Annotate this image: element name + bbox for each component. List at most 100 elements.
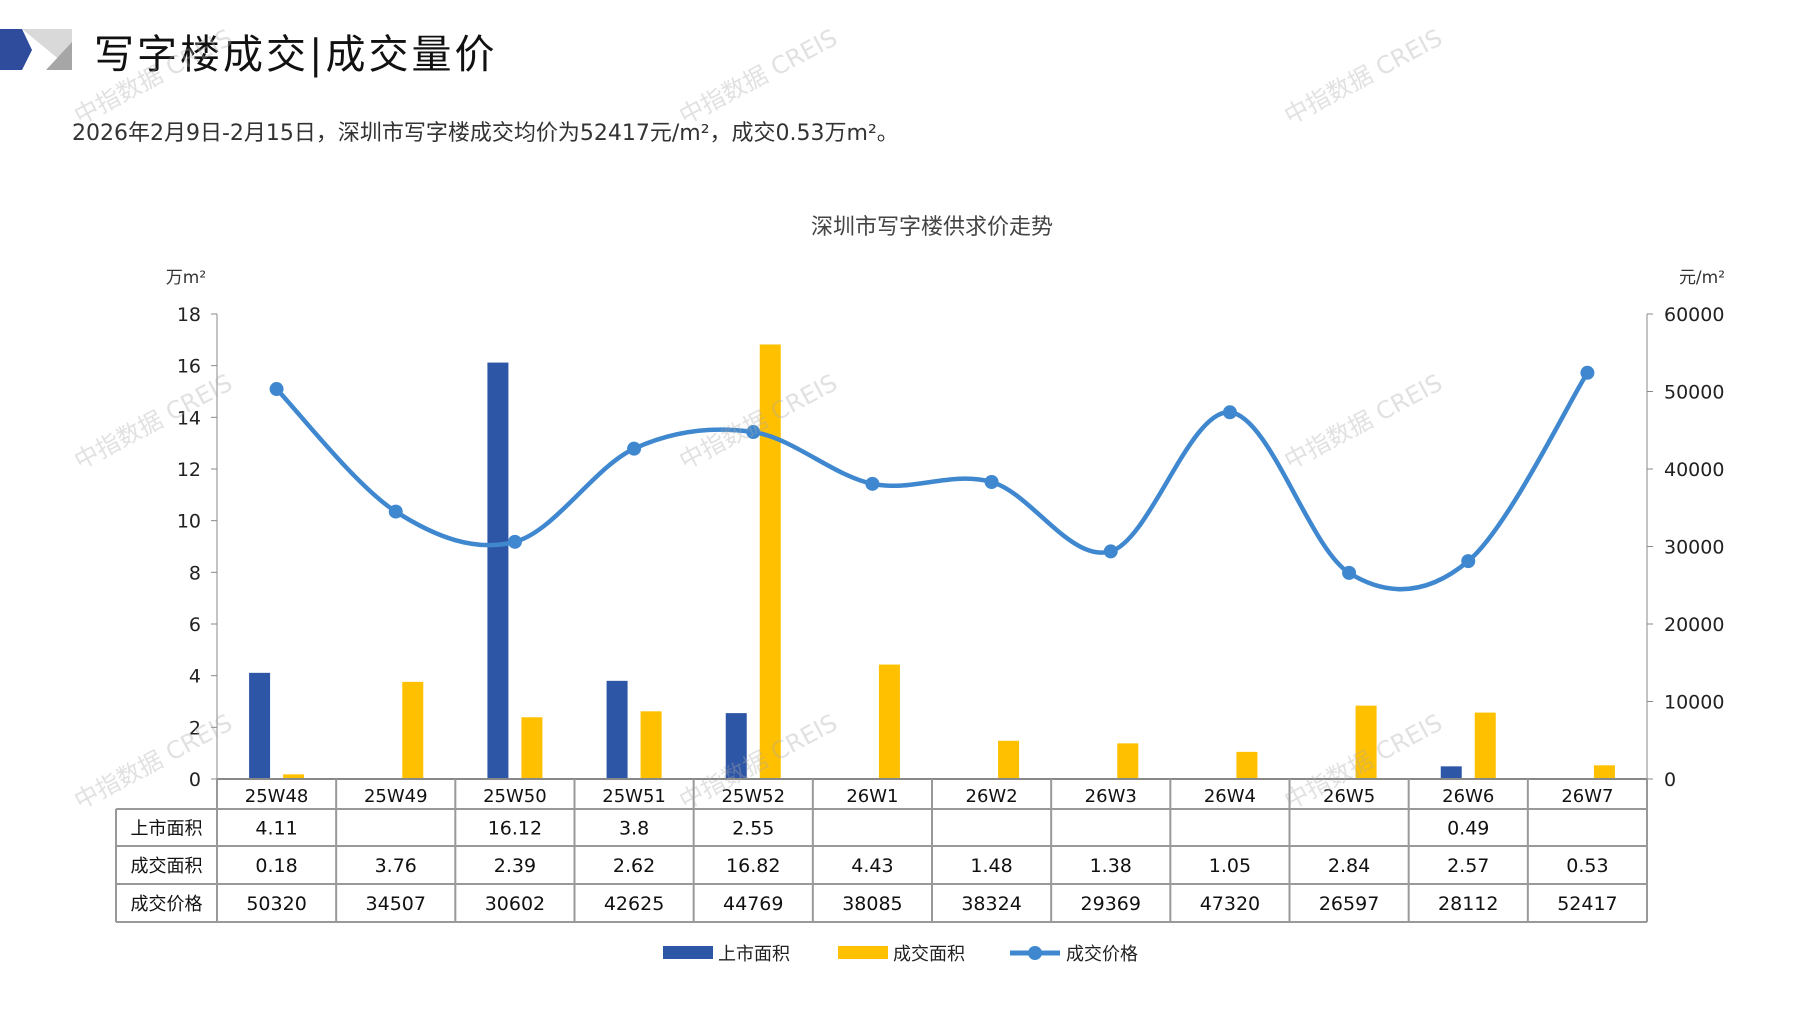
legend-swatch-deal-area [838,946,888,959]
price-point [1222,405,1237,420]
table-cell: 4.11 [255,818,297,840]
table-cell: 2.57 [1447,855,1489,877]
price-point [865,476,880,491]
y-left-tick-label: 0 [189,769,201,791]
bar-deal-area [521,717,543,779]
table-cell: 0.18 [255,855,297,877]
bar-supply-area [487,362,509,779]
price-point [507,534,522,549]
legend-label: 成交价格 [1066,944,1138,965]
legend-label: 上市面积 [718,944,790,965]
y-left-tick-label: 10 [177,511,201,533]
table-cell: 3.8 [619,818,649,840]
table-cell: 47320 [1200,893,1260,915]
bar-deal-area [283,774,305,779]
table-cell: 16.12 [488,818,542,840]
price-point [269,382,284,397]
x-category-label: 25W51 [602,786,666,807]
table-cell: 38324 [961,893,1021,915]
bar-deal-area [402,681,424,779]
header-logo [0,29,72,70]
bar-deal-area [878,664,900,779]
table-cell: 50320 [246,893,306,915]
table-cell: 3.76 [375,855,417,877]
x-category-label: 26W7 [1561,786,1613,807]
x-category-label: 26W2 [966,786,1018,807]
legend-label: 成交面积 [893,944,965,965]
y-left-tick-label: 6 [189,614,201,636]
bar-supply-area [606,680,628,779]
table-cell: 1.05 [1209,855,1251,877]
table-cell: 0.49 [1447,818,1489,840]
table-cell: 1.48 [970,855,1012,877]
price-point [746,425,761,440]
table-cell: 34507 [366,893,426,915]
summary-text: 2026年2月9日-2月15日，深圳市写字楼成交均价为52417元/m²，成交0… [72,121,899,146]
table-cell: 4.43 [851,855,893,877]
x-category-label: 26W6 [1442,786,1494,807]
y-left-tick-label: 4 [189,666,201,688]
bar-deal-area [1236,751,1258,779]
price-point [1103,544,1118,559]
bar-supply-area [1440,766,1462,779]
table-cell: 42625 [604,893,664,915]
bar-deal-area [1593,765,1615,779]
table-cell: 44769 [723,893,783,915]
watermark: 中指数据 CREIS [70,709,237,816]
y-right-tick-label: 40000 [1664,459,1724,481]
x-category-label: 25W52 [721,786,785,807]
table-cell: 2.62 [613,855,655,877]
table-cell: 0.53 [1566,855,1608,877]
table-row-header: 成交面积 [131,856,203,877]
x-category-label: 26W4 [1204,786,1256,807]
y-left-tick-label: 12 [177,459,201,481]
y-right-tick-label: 50000 [1664,382,1724,404]
bar-deal-area [1355,705,1377,779]
watermark: 中指数据 CREIS [70,369,237,476]
table-cell: 2.39 [494,855,536,877]
bar-deal-area [1474,712,1496,779]
y-right-tick-label: 10000 [1664,692,1724,714]
table-cell: 28112 [1438,893,1498,915]
watermark: 中指数据 CREIS [70,24,237,131]
table-cell: 16.82 [726,855,780,877]
legend-marker-price [1028,946,1042,960]
table-cell: 30602 [485,893,545,915]
watermark: 中指数据 CREIS [1280,24,1447,131]
watermark: 中指数据 CREIS [675,24,842,131]
price-point [1580,365,1595,380]
bar-supply-area [249,672,271,779]
bar-deal-area [998,740,1020,779]
y-right-tick-label: 20000 [1664,614,1724,636]
x-category-label: 26W3 [1085,786,1137,807]
table-cell: 2.84 [1328,855,1370,877]
price-point [388,504,403,519]
y-left-tick-label: 18 [177,304,201,326]
price-point [1461,554,1476,569]
y-left-tick-label: 14 [177,407,201,429]
x-category-label: 25W50 [483,786,547,807]
y-left-unit: 万m² [166,268,206,288]
table-row-header: 上市面积 [131,819,203,840]
price-point [627,441,642,456]
y-left-tick-label: 2 [189,717,201,739]
y-right-tick-label: 0 [1664,769,1676,791]
y-right-tick-label: 60000 [1664,304,1724,326]
page-title: 写字楼成交|成交量价 [94,32,498,78]
price-line [274,371,1590,592]
table-row-header: 成交价格 [131,894,203,915]
bar-deal-area [759,344,781,779]
table-cell: 29369 [1081,893,1141,915]
table-cell: 38085 [842,893,902,915]
x-category-label: 26W1 [846,786,898,807]
y-right-tick-label: 30000 [1664,537,1724,559]
legend-swatch-supply [663,946,713,959]
bar-deal-area [640,711,662,779]
chart-title: 深圳市写字楼供求价走势 [811,215,1053,240]
table-cell: 2.55 [732,818,774,840]
table-cell: 1.38 [1090,855,1132,877]
table-cell: 26597 [1319,893,1379,915]
bar-deal-area [1117,743,1139,779]
price-point [984,474,999,489]
